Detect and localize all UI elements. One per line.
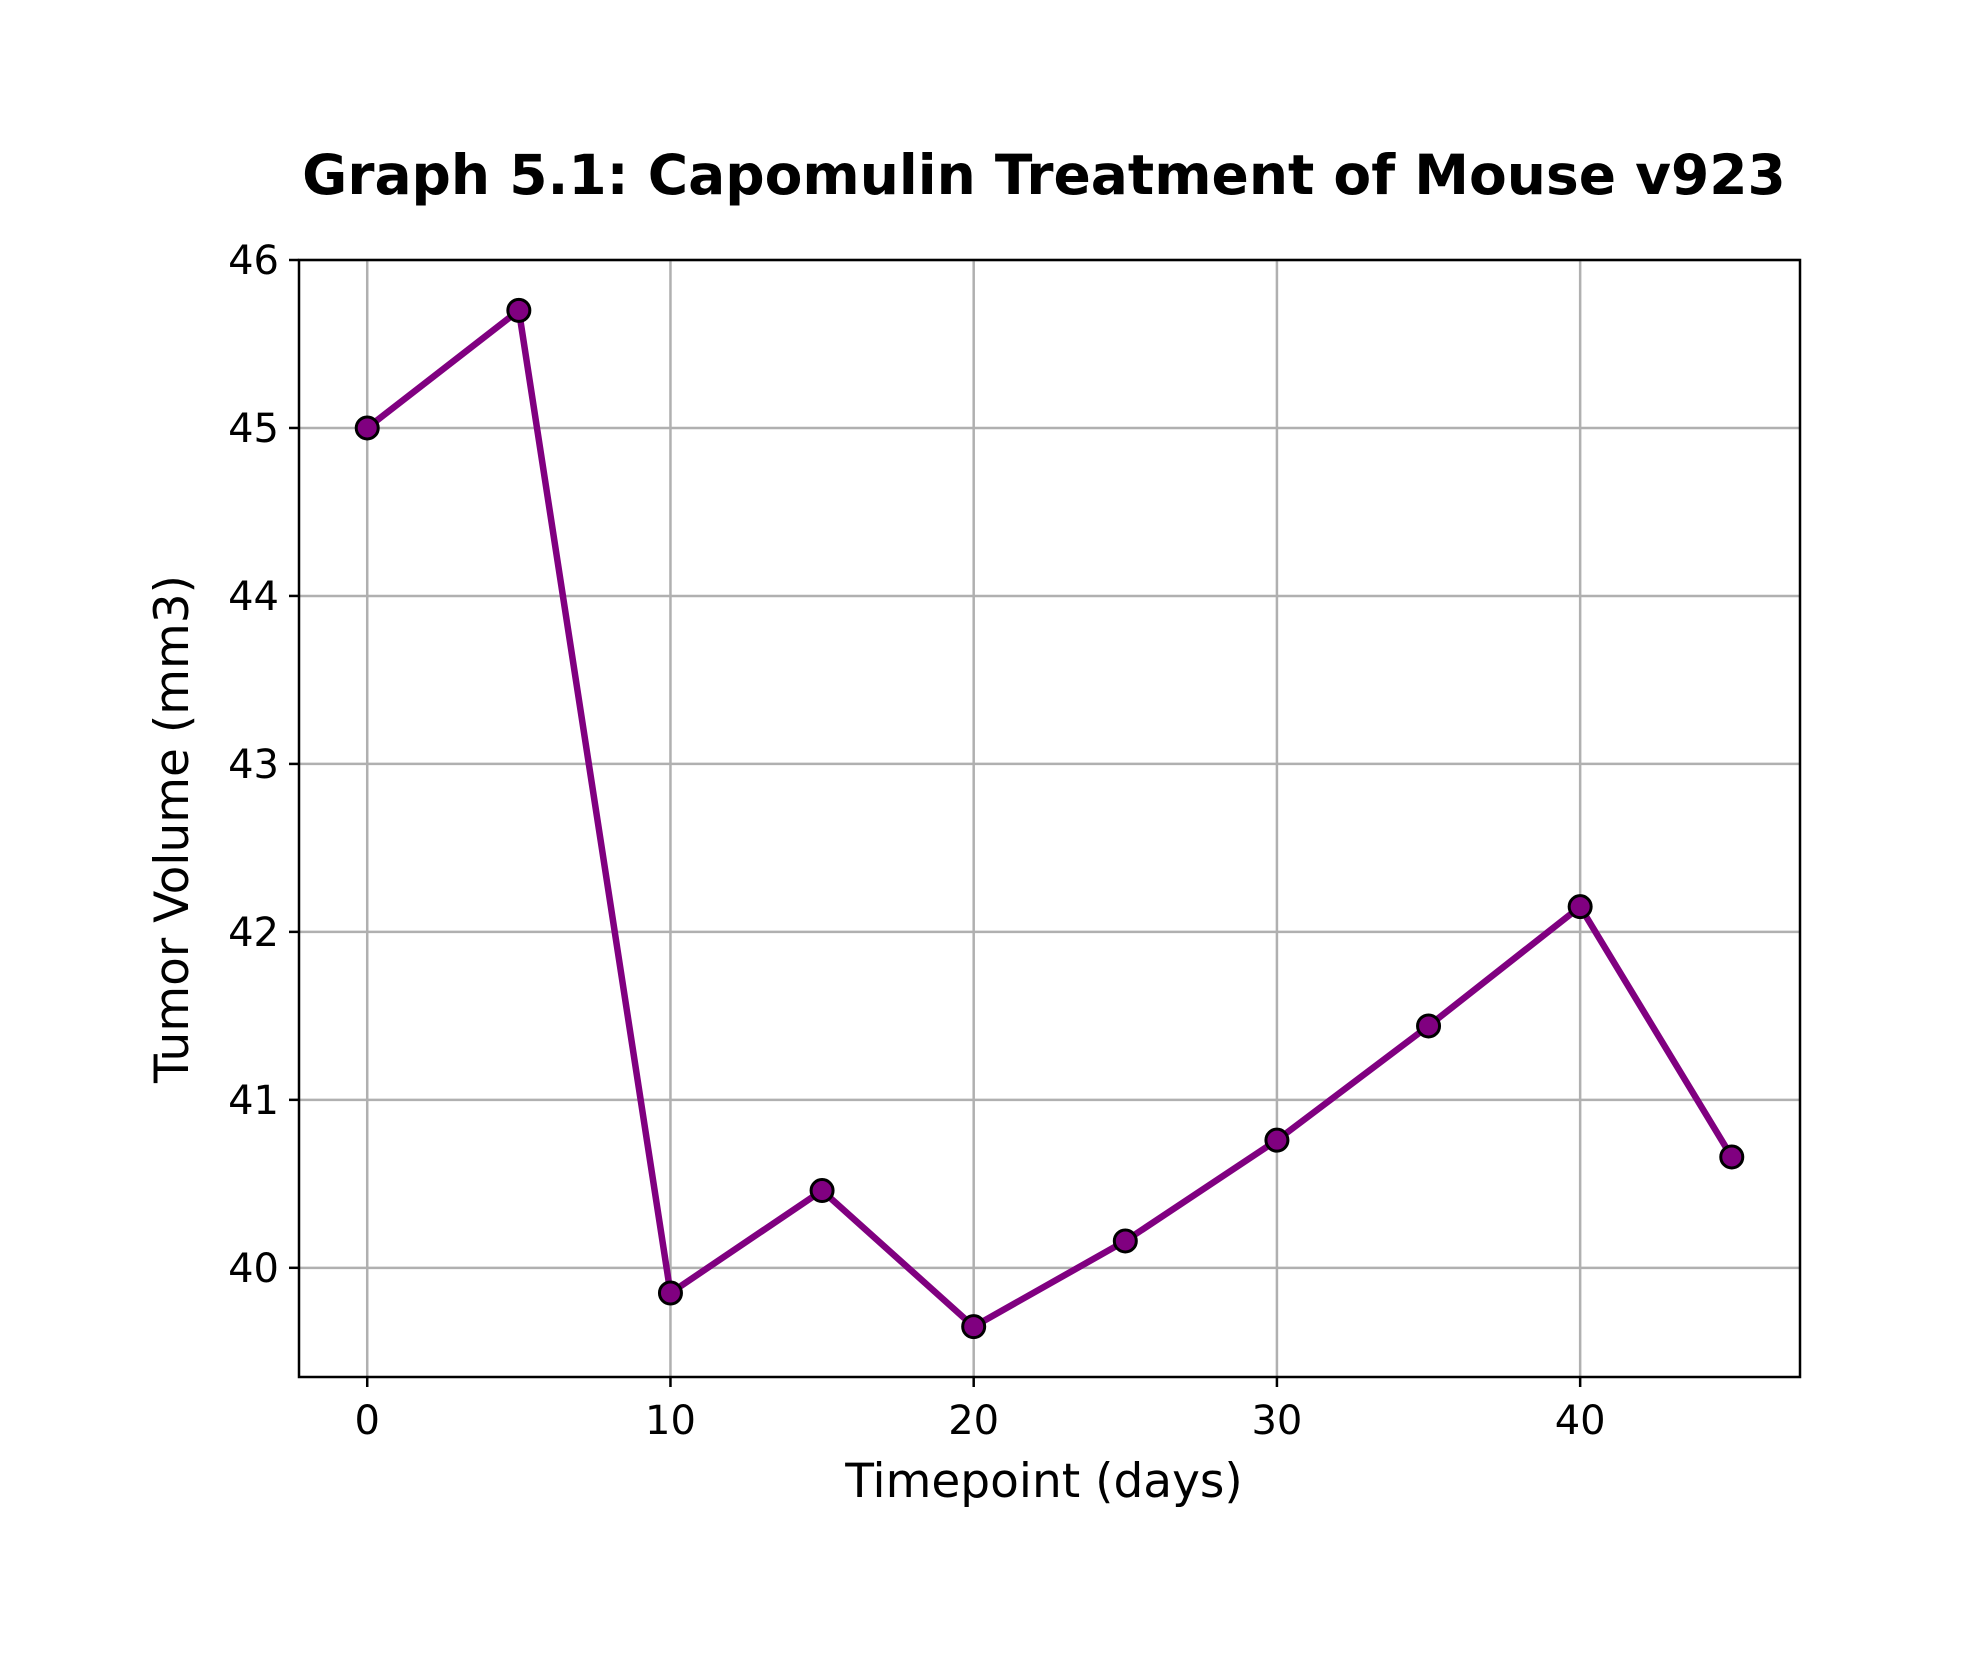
data-point bbox=[961, 1314, 987, 1340]
y-tick-label: 42 bbox=[228, 910, 279, 956]
y-tick-label: 44 bbox=[228, 574, 279, 620]
plot-frame bbox=[297, 258, 1802, 1379]
x-tick-label: 20 bbox=[948, 1398, 999, 1444]
data-point bbox=[354, 415, 380, 441]
x-tick-label: 10 bbox=[645, 1398, 696, 1444]
x-tick-label: 40 bbox=[1555, 1398, 1606, 1444]
data-point bbox=[506, 297, 532, 323]
data-point bbox=[657, 1280, 683, 1306]
data-point bbox=[1264, 1127, 1290, 1153]
x-tick-label: 0 bbox=[355, 1398, 380, 1444]
y-axis-label: Tumor Volume (mm3) bbox=[145, 575, 200, 1084]
y-tick-label: 41 bbox=[228, 1078, 279, 1124]
x-axis-label: Timepoint (days) bbox=[844, 1454, 1242, 1509]
y-tick-label: 46 bbox=[228, 238, 279, 284]
data-point bbox=[1416, 1013, 1442, 1039]
data-point bbox=[1719, 1144, 1745, 1170]
y-tick-label: 40 bbox=[228, 1246, 279, 1292]
y-tick-label: 43 bbox=[228, 742, 279, 788]
data-point bbox=[809, 1178, 835, 1204]
x-tick-label: 30 bbox=[1251, 1398, 1302, 1444]
chart-title: Graph 5.1: Capomulin Treatment of Mouse … bbox=[302, 143, 1786, 207]
axis-ticks: 0 10 20 30 40 40 41 42 43 44 45 46 bbox=[228, 238, 1606, 1444]
series-line bbox=[362, 307, 1737, 1330]
data-point bbox=[1567, 894, 1593, 920]
grid bbox=[299, 258, 1800, 1377]
series-layer bbox=[354, 297, 1745, 1340]
y-tick-label: 45 bbox=[228, 406, 279, 452]
data-point bbox=[1112, 1228, 1138, 1254]
